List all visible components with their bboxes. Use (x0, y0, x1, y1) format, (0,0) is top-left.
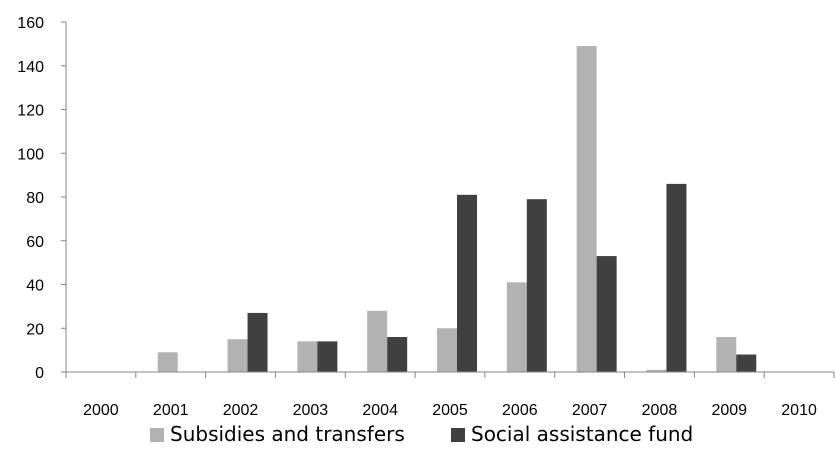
y-tick-label: 120 (17, 103, 44, 120)
x-tick-label: 2005 (432, 402, 468, 419)
bar-social-assistance-2007 (596, 256, 617, 372)
y-tick-label: 140 (17, 59, 44, 76)
x-tick-label: 2003 (293, 402, 329, 419)
legend-swatch-subsidies (150, 428, 164, 442)
y-tick-label: 60 (26, 234, 44, 251)
x-tick-label: 2007 (572, 402, 608, 419)
bar-subsidies-2007 (576, 46, 597, 372)
bar-subsidies-2008 (646, 369, 667, 372)
bar-subsidies-2006 (506, 282, 527, 372)
y-tick-label: 0 (35, 365, 44, 382)
axes-layer: 0 20 40 60 80 100 120 140 160 2000 2001 2002 2003 200… (17, 15, 835, 419)
bar-social-assistance-2004 (387, 337, 408, 372)
x-tick-label: 2000 (83, 402, 119, 419)
y-tick-label: 20 (26, 321, 44, 338)
y-tick-label: 160 (17, 15, 44, 32)
x-tick-label: 2002 (223, 402, 259, 419)
y-tick-label: 100 (17, 146, 44, 163)
legend: Subsidies and transfers Social assistance… (150, 422, 693, 446)
x-tick-label: 2004 (362, 402, 398, 419)
bar-social-assistance-2008 (666, 183, 687, 372)
bar-subsidies-2005 (437, 328, 457, 372)
bar-social-assistance-2005 (457, 194, 477, 372)
bar-subsidies-2004 (367, 310, 388, 372)
bar-social-assistance-2006 (526, 199, 547, 372)
bars-layer (157, 46, 757, 372)
x-tick-label: 2001 (153, 402, 189, 419)
bar-subsidies-2001 (157, 352, 178, 372)
y-tick-label: 80 (26, 190, 44, 207)
x-tick-label: 2006 (502, 402, 538, 419)
x-tick-label: 2009 (711, 402, 747, 419)
x-tick-label: 2008 (642, 402, 678, 419)
bar-subsidies-2002 (227, 339, 248, 372)
x-tick-label: 2010 (781, 402, 817, 419)
legend-label-social-assistance: Social assistance fund (471, 422, 693, 446)
legend-label-subsidies: Subsidies and transfers (170, 422, 405, 446)
bar-subsidies-2009 (716, 337, 737, 372)
bar-social-assistance-2009 (736, 354, 757, 372)
bar-subsidies-2003 (297, 341, 318, 372)
bar-social-assistance-2002 (247, 312, 268, 372)
bar-social-assistance-2003 (317, 341, 338, 372)
y-tick-label: 40 (26, 278, 44, 295)
legend-swatch-social-assistance (451, 428, 465, 442)
